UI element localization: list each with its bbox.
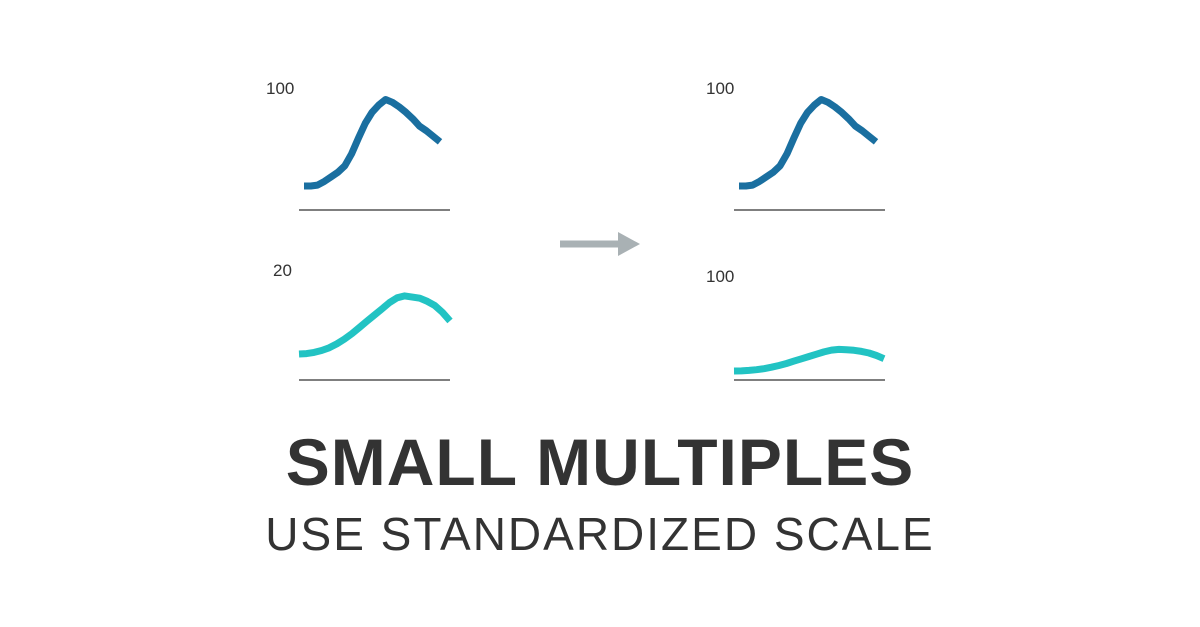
y-max-label: 100 (706, 267, 734, 286)
chart-panel-after-bottom: 100 (706, 267, 886, 381)
series-line-0 (304, 96, 443, 190)
series-line-0 (298, 292, 453, 358)
y-max-label: 20 (273, 261, 292, 280)
y-max-label: 100 (266, 79, 294, 98)
chart-panel-before-top: 100 (266, 79, 450, 211)
chart-panel-before-bottom: 20 (273, 261, 453, 381)
transition-arrow-icon (560, 232, 640, 256)
y-max-label: 100 (706, 79, 734, 98)
series-line-0 (739, 96, 879, 190)
page-title: SMALL MULTIPLES (285, 425, 915, 499)
series-line-0 (733, 345, 886, 375)
page-subtitle: USE STANDARDIZED SCALE (265, 508, 935, 560)
arrow-head (618, 232, 640, 256)
chart-panel-after-top: 100 (706, 79, 885, 211)
